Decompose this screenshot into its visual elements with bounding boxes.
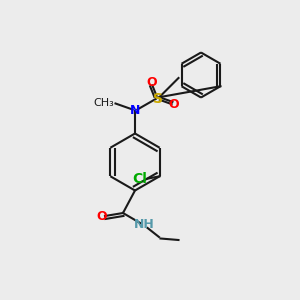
Text: O: O — [96, 209, 107, 223]
Text: NH: NH — [134, 218, 154, 232]
Text: S: S — [152, 92, 163, 106]
Text: N: N — [130, 104, 140, 118]
Text: O: O — [146, 76, 157, 89]
Text: CH₃: CH₃ — [93, 98, 114, 109]
Text: O: O — [169, 98, 179, 112]
Text: Cl: Cl — [133, 172, 148, 186]
